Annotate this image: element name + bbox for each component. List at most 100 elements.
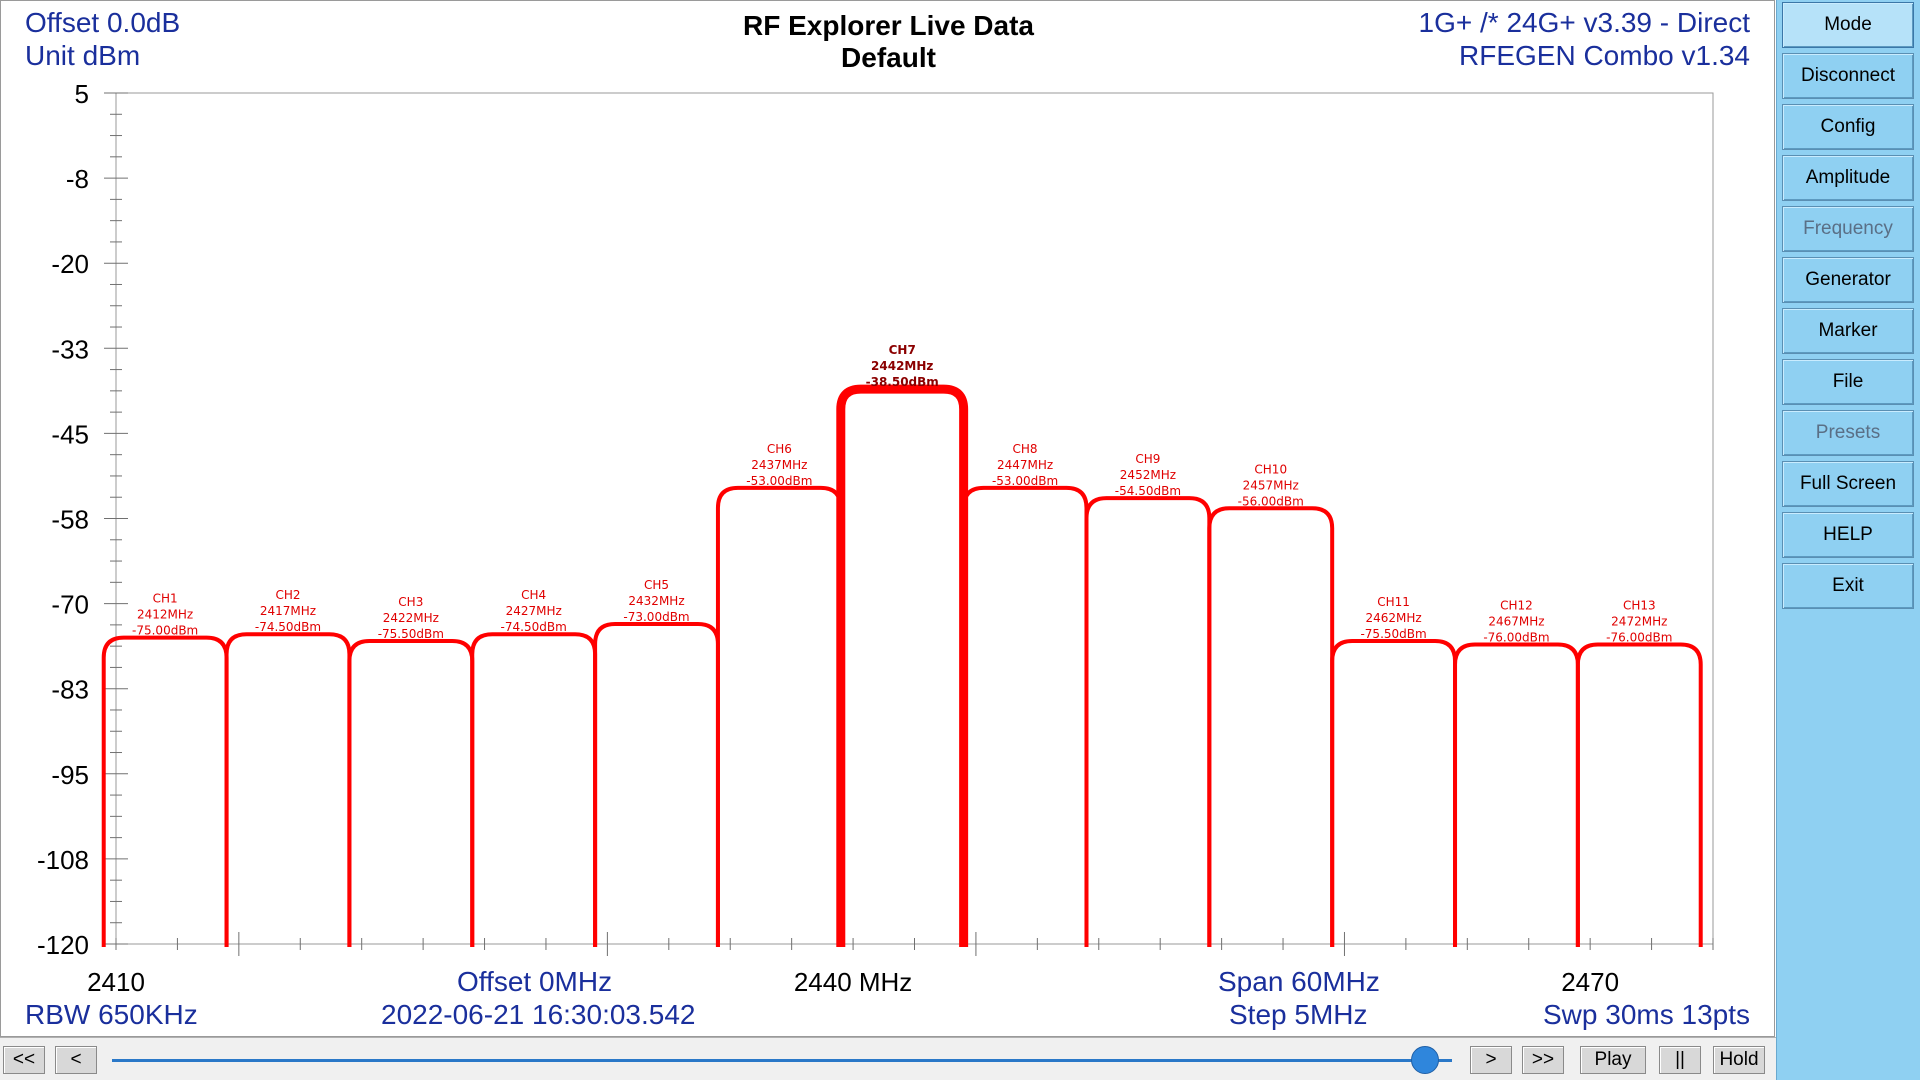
channel-bar-ch12 [1453,642,1580,947]
y-tick-label: -58 [51,505,89,535]
y-tick-label: -8 [66,164,89,194]
next-button[interactable]: > [1470,1046,1512,1074]
channel-label: CH6 [767,442,792,456]
playback-slider[interactable] [112,1059,1452,1062]
channel-label: 2422MHz [383,611,439,625]
channel-label: 2452MHz [1120,468,1176,482]
channel-label: -54.50dBm [1115,484,1181,498]
channel-label: 2417MHz [260,604,316,618]
channel-bar-ch6 [715,485,843,947]
channel-bar-ch10 [1207,506,1335,947]
channel-label: 2432MHz [628,594,684,608]
playback-slider-thumb[interactable] [1411,1046,1440,1074]
full-screen-button[interactable]: Full Screen [1782,461,1914,507]
channel-label: CH11 [1377,595,1410,609]
timestamp-label: 2022-06-21 16:30:03.542 [381,999,696,1030]
unit-label: Unit dBm [25,40,141,71]
channel-label: -75.50dBm [378,627,444,641]
channel-label: -56.00dBm [1238,494,1304,508]
offset-db-label: Offset 0.0dB [25,7,181,38]
y-tick-label: -70 [51,590,89,620]
channel-label: CH2 [275,588,300,602]
disconnect-button[interactable]: Disconnect [1782,53,1914,99]
channel-label: -53.00dBm [992,474,1058,488]
channel-label: 2472MHz [1611,614,1667,628]
channel-label: -75.50dBm [1360,627,1426,641]
channel-label: -74.50dBm [501,620,567,634]
previous-button[interactable]: < [55,1046,97,1074]
channel-bar-ch1 [101,635,229,947]
channel-label: 2412MHz [137,608,193,622]
channel-label: 2442MHz [871,359,933,373]
x-tick-label: 2440 MHz [794,967,913,997]
help-button[interactable]: HELP [1782,512,1914,558]
playback-bar: << < > >> Play || Hold [0,1037,1776,1080]
channel-label: -75.00dBm [132,624,198,638]
channel-label: 2437MHz [751,458,807,472]
marker-button[interactable]: Marker [1782,308,1914,354]
generator-button[interactable]: Generator [1782,257,1914,303]
channel-label: CH4 [521,588,546,602]
spectrum-chart-area: 5 -8 -20 -33 -45 -58 -70 -83 -95 -108 -120 2410 244… [0,0,1775,1037]
x-tick-label: 2470 [1561,967,1619,997]
y-tick-label: -33 [51,334,89,364]
frequency-button[interactable]: Frequency [1782,206,1914,252]
channel-bar-ch13 [1575,642,1703,947]
channel-bar-ch8 [961,485,1089,947]
channel-label: CH12 [1500,598,1533,612]
rbw-label: RBW 650KHz [25,999,198,1030]
plot-frame [115,92,1714,945]
channel-label: -53.00dBm [746,474,812,488]
channel-bar-ch5 [593,622,720,947]
channel-label: -76.00dBm [1483,630,1549,644]
y-tick-label: -108 [37,845,89,875]
generator-info: RFEGEN Combo v1.34 [1459,40,1750,71]
channel-labels: CH1 2412MHz -75.00dBm CH2 2417MHz -74.50dBm CH… [132,343,1672,644]
y-tick-label: -120 [37,930,89,960]
config-button[interactable]: Config [1782,104,1914,150]
span-label: Span 60MHz [1218,966,1380,997]
channel-label: CH9 [1135,452,1160,466]
channel-label: -76.00dBm [1606,630,1672,644]
channel-label: CH5 [644,578,669,592]
y-tick-label: -95 [51,760,89,790]
y-tick-label: 5 [75,79,89,109]
last-button[interactable]: >> [1522,1046,1564,1074]
x-tick-label: 2410 [87,967,145,997]
presets-button[interactable]: Presets [1782,410,1914,456]
channel-bar-ch7 [836,384,969,947]
channel-label: CH10 [1254,462,1287,476]
step-label: Step 5MHz [1229,999,1368,1030]
side-menu: Mode Disconnect Config Amplitude Frequen… [1776,0,1920,1080]
spectrum-chart: 5 -8 -20 -33 -45 -58 -70 -83 -95 -108 -120 2410 244… [37,79,1714,997]
y-tick-label: -83 [51,675,89,705]
page-subtitle: Default [841,42,936,73]
offset-mhz-label: Offset 0MHz [457,966,613,997]
sweep-label: Swp 30ms 13pts [1543,999,1750,1030]
mode-button[interactable]: Mode [1782,2,1914,48]
channel-label: CH1 [153,592,178,606]
exit-button[interactable]: Exit [1782,563,1914,609]
first-button[interactable]: << [3,1046,45,1074]
channel-label: 2467MHz [1488,614,1544,628]
channel-label: 2427MHz [506,604,562,618]
device-info: 1G+ /* 24G+ v3.39 - Direct [1418,7,1751,38]
channel-label: CH8 [1013,442,1038,456]
hold-button[interactable]: Hold [1713,1046,1765,1074]
channel-trace [101,384,1703,947]
channel-bar-ch3 [347,639,475,947]
file-button[interactable]: File [1782,359,1914,405]
channel-bar-ch9 [1084,496,1212,947]
x-axis: 2410 2440 MHz 2470 [87,932,1714,997]
amplitude-button[interactable]: Amplitude [1782,155,1914,201]
channel-label: 2457MHz [1243,478,1299,492]
channel-label: CH13 [1623,598,1656,612]
channel-label: CH7 [889,343,916,357]
pause-button[interactable]: || [1659,1046,1701,1074]
y-tick-label: -20 [51,249,89,279]
page-title: RF Explorer Live Data [743,10,1034,41]
channel-bar-ch4 [470,632,598,947]
play-button[interactable]: Play [1580,1046,1646,1074]
channel-label: -38.50dBm [866,375,939,389]
channel-label: 2462MHz [1365,611,1421,625]
